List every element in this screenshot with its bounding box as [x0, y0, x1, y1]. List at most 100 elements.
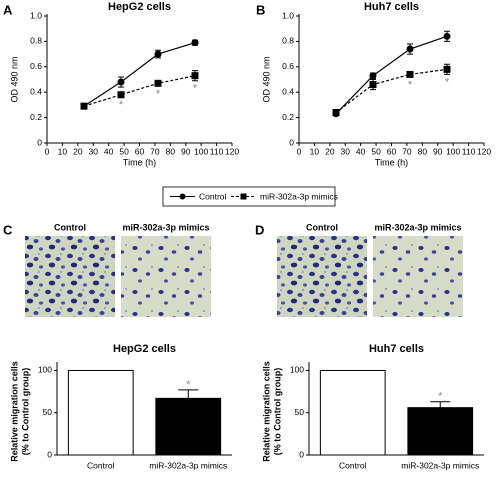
significance: *: [445, 76, 450, 88]
point: [191, 39, 199, 47]
point: [154, 50, 162, 58]
error-bar: [430, 401, 451, 408]
point: [117, 91, 125, 99]
x-tick-label: 100: [446, 146, 460, 156]
point: [406, 70, 414, 78]
series-line: [335, 68, 448, 113]
legend-label: Control: [199, 191, 227, 201]
y-tick-label: 0: [37, 137, 42, 147]
legend-marker: [179, 193, 186, 200]
significance: *: [408, 79, 413, 91]
x-tick-label: miR-302a-3p mimics: [401, 460, 479, 470]
y-tick-label: 100: [38, 365, 52, 375]
x-tick-label: miR-302a-3p mimics: [149, 460, 227, 470]
significance: *: [119, 99, 124, 111]
chart-title: Huh7 cells: [364, 1, 419, 13]
y-tick-label: 0.6: [30, 61, 42, 71]
x-tick-label: 20: [325, 146, 335, 156]
panel-letter: A: [3, 2, 13, 17]
panel-letter: D: [255, 222, 264, 237]
y-axis-label: OD 490 nm: [261, 56, 271, 102]
x-tick-label: 0: [45, 146, 50, 156]
series-line: [83, 75, 196, 107]
point: [369, 81, 377, 89]
legend-label: miR-302a-3p mimics: [260, 191, 338, 201]
y-tick-label: 0.2: [30, 112, 42, 122]
x-tick-label: Control: [339, 460, 367, 470]
y-axis-label: Relative migration cells: [9, 361, 19, 462]
x-tick-label: Control: [87, 460, 115, 470]
point: [332, 109, 340, 117]
y-axis-label: Relative migration cells: [261, 361, 271, 462]
panel-letter: C: [3, 222, 13, 237]
significance: *: [438, 391, 443, 403]
x-tick-label: 120: [225, 146, 239, 156]
significance: *: [156, 88, 161, 100]
y-tick-label: 50: [43, 407, 53, 417]
chart-title: HepG2 cells: [108, 1, 171, 13]
x-tick-label: 90: [433, 146, 443, 156]
panel-letter: B: [256, 2, 265, 17]
y-axis-label: (% to Control group): [20, 368, 30, 455]
y-axis-label: OD 490 nm: [9, 56, 19, 102]
x-axis-label: Time (h): [375, 157, 408, 167]
micrograph: [277, 236, 367, 317]
micrograph: [373, 236, 463, 317]
x-tick-label: 10: [58, 146, 68, 156]
x-tick-label: 0: [297, 146, 302, 156]
point: [406, 45, 414, 53]
point: [80, 102, 88, 110]
y-tick-label: 0: [289, 137, 294, 147]
chart-title: HepG2 cells: [113, 343, 176, 355]
y-tick-label: 0.4: [30, 86, 42, 96]
y-tick-label: 0.8: [30, 36, 42, 46]
image-label: miR-302a-3p mimics: [122, 222, 209, 232]
x-tick-label: 40: [104, 146, 114, 156]
bar: [155, 397, 222, 456]
x-tick-label: 110: [462, 146, 476, 156]
x-tick-label: 30: [341, 146, 351, 156]
x-tick-label: 90: [181, 146, 191, 156]
bar: [407, 407, 474, 456]
point: [369, 72, 377, 80]
x-axis-label: Time (h): [123, 157, 156, 167]
x-tick-label: 80: [166, 146, 176, 156]
micrograph: [25, 236, 115, 317]
bar: [67, 369, 134, 456]
x-tick-label: 100: [194, 146, 208, 156]
y-tick-label: 0.8: [282, 36, 294, 46]
point: [117, 78, 125, 86]
legend-marker: [240, 193, 247, 200]
image-label: Control: [306, 222, 338, 232]
x-tick-label: 70: [150, 146, 160, 156]
significance: *: [186, 379, 191, 391]
y-axis-label: (% to Control group): [272, 368, 282, 455]
y-tick-label: 0: [299, 449, 304, 459]
y-tick-label: 50: [295, 407, 305, 417]
image-label: Control: [54, 222, 86, 232]
x-tick-label: 40: [356, 146, 366, 156]
y-tick-label: 0: [47, 449, 52, 459]
y-tick-label: 0.2: [282, 112, 294, 122]
x-tick-label: 50: [119, 146, 129, 156]
x-tick-label: 110: [210, 146, 224, 156]
y-tick-label: 0.6: [282, 61, 294, 71]
x-tick-label: 50: [371, 146, 381, 156]
x-tick-label: 20: [73, 146, 83, 156]
y-tick-label: 1.0: [30, 10, 42, 20]
y-tick-label: 100: [290, 365, 304, 375]
x-tick-label: 30: [89, 146, 99, 156]
chart-title: Huh7 cells: [369, 343, 424, 355]
significance: *: [193, 83, 198, 95]
error-bar: [178, 389, 199, 399]
x-tick-label: 70: [402, 146, 412, 156]
x-tick-label: 120: [477, 146, 491, 156]
image-label: miR-302a-3p mimics: [374, 222, 461, 232]
bar: [319, 369, 386, 456]
point: [191, 72, 199, 80]
x-tick-label: 60: [387, 146, 397, 156]
point: [154, 79, 162, 87]
point: [443, 65, 451, 73]
series-line: [83, 42, 196, 107]
y-tick-label: 1.0: [282, 10, 294, 20]
